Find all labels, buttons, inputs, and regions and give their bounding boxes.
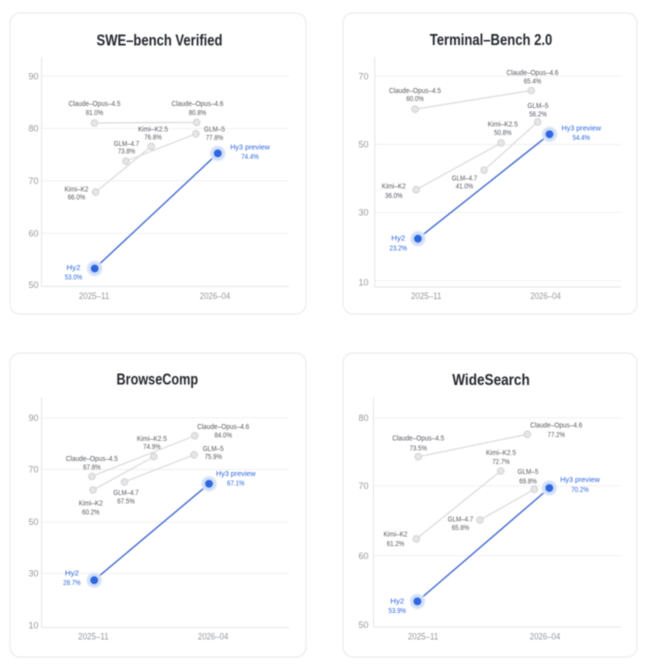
svg-text:Hy2: Hy2 <box>67 265 81 272</box>
svg-text:2026–04: 2026–04 <box>200 291 231 301</box>
svg-text:WideSearch: WideSearch <box>452 372 530 389</box>
svg-text:80: 80 <box>358 413 368 423</box>
svg-text:2025–11: 2025–11 <box>78 631 109 641</box>
svg-text:60.2%: 60.2% <box>82 509 100 516</box>
svg-text:GLM–5: GLM–5 <box>204 126 225 133</box>
svg-text:Claude–Opus–4.6: Claude–Opus–4.6 <box>197 424 249 431</box>
svg-text:50: 50 <box>358 620 368 630</box>
svg-text:72.7%: 72.7% <box>492 459 510 466</box>
svg-text:70: 70 <box>358 481 368 491</box>
svg-text:GLM–4.7: GLM–4.7 <box>114 141 140 148</box>
svg-text:65.8%: 65.8% <box>452 525 470 532</box>
svg-text:80.8%: 80.8% <box>189 110 207 117</box>
svg-text:2025–11: 2025–11 <box>408 631 439 641</box>
svg-text:10: 10 <box>28 621 38 631</box>
svg-text:Kimi–K2.5: Kimi–K2.5 <box>138 126 168 133</box>
svg-text:Kimi–K2: Kimi–K2 <box>79 501 103 508</box>
svg-text:74.4%: 74.4% <box>241 154 259 161</box>
svg-text:30: 30 <box>358 208 368 218</box>
svg-text:50.8%: 50.8% <box>494 130 512 137</box>
svg-text:Claude–Opus–4.5: Claude–Opus–4.5 <box>389 88 441 95</box>
svg-text:GLM–4.7: GLM–4.7 <box>448 517 474 524</box>
svg-text:2026–04: 2026–04 <box>530 631 561 641</box>
svg-text:70.2%: 70.2% <box>571 487 589 494</box>
svg-text:53.9%: 53.9% <box>389 608 407 615</box>
svg-text:61.2%: 61.2% <box>387 541 405 548</box>
svg-text:60.0%: 60.0% <box>406 96 424 103</box>
svg-text:80: 80 <box>28 124 38 134</box>
svg-text:73.5%: 73.5% <box>409 446 427 453</box>
svg-text:81.0%: 81.0% <box>86 110 104 117</box>
svg-text:67.1%: 67.1% <box>227 481 245 488</box>
svg-text:Hy3 preview: Hy3 preview <box>230 145 270 152</box>
svg-text:66.0%: 66.0% <box>68 195 86 202</box>
svg-text:56.2%: 56.2% <box>529 112 547 119</box>
svg-text:Kimi–K2: Kimi–K2 <box>382 183 406 190</box>
svg-text:Kimi–K2.5: Kimi–K2.5 <box>488 122 518 129</box>
svg-text:SWE–bench Verified: SWE–bench Verified <box>97 33 223 50</box>
svg-text:69.8%: 69.8% <box>519 478 537 485</box>
svg-text:Kimi–K2.5: Kimi–K2.5 <box>486 450 516 457</box>
svg-text:41.0%: 41.0% <box>456 184 474 191</box>
svg-text:67.5%: 67.5% <box>117 499 135 506</box>
svg-text:Kimi–K2: Kimi–K2 <box>65 187 89 194</box>
svg-text:2025–11: 2025–11 <box>411 291 442 301</box>
svg-text:Claude–Opus–4.5: Claude–Opus–4.5 <box>392 436 444 443</box>
svg-text:Claude–Opus–4.5: Claude–Opus–4.5 <box>69 101 121 108</box>
svg-text:BrowseComp: BrowseComp <box>117 372 199 389</box>
svg-text:GLM–5: GLM–5 <box>518 469 539 476</box>
svg-text:70: 70 <box>28 465 38 475</box>
svg-text:23.2%: 23.2% <box>390 245 408 252</box>
svg-text:Claude–Opus–4.6: Claude–Opus–4.6 <box>172 101 224 108</box>
svg-text:50: 50 <box>28 517 38 527</box>
svg-text:GLM–4.7: GLM–4.7 <box>113 490 139 497</box>
svg-text:50: 50 <box>28 280 38 290</box>
svg-text:GLM–4.7: GLM–4.7 <box>452 176 478 183</box>
svg-text:76.8%: 76.8% <box>144 135 162 142</box>
svg-text:70: 70 <box>28 176 38 186</box>
svg-text:60: 60 <box>358 551 368 561</box>
svg-text:Kimi–K2: Kimi–K2 <box>384 532 408 539</box>
svg-text:GLM–5: GLM–5 <box>203 446 224 453</box>
svg-text:28.7%: 28.7% <box>63 580 81 587</box>
svg-text:74.9%: 74.9% <box>143 444 161 451</box>
svg-text:67.8%: 67.8% <box>83 465 101 472</box>
svg-text:54.4%: 54.4% <box>573 135 591 142</box>
svg-text:53.0%: 53.0% <box>65 275 83 282</box>
svg-text:50: 50 <box>358 140 368 150</box>
svg-text:Kimi–K2.5: Kimi–K2.5 <box>137 436 167 443</box>
svg-text:Claude–Opus–4.6: Claude–Opus–4.6 <box>507 70 559 77</box>
svg-text:2026–04: 2026–04 <box>530 291 561 301</box>
svg-text:Hy2: Hy2 <box>390 599 404 606</box>
svg-text:Claude–Opus–4.6: Claude–Opus–4.6 <box>530 423 582 430</box>
svg-text:Hy2: Hy2 <box>391 235 405 242</box>
svg-text:GLM–5: GLM–5 <box>528 103 549 110</box>
svg-text:65.4%: 65.4% <box>524 78 542 85</box>
svg-text:Terminal–Bench 2.0: Terminal–Bench 2.0 <box>430 32 553 49</box>
svg-text:84.0%: 84.0% <box>214 432 232 439</box>
svg-text:70: 70 <box>358 71 368 81</box>
svg-text:77.2%: 77.2% <box>548 432 566 439</box>
svg-text:Claude–Opus–4.5: Claude–Opus–4.5 <box>66 456 118 463</box>
svg-text:Hy3 preview: Hy3 preview <box>562 126 602 133</box>
svg-text:2026–04: 2026–04 <box>198 631 229 641</box>
svg-text:77.8%: 77.8% <box>206 135 224 142</box>
svg-text:Hy3 preview: Hy3 preview <box>216 471 256 478</box>
svg-text:10: 10 <box>358 278 368 288</box>
svg-text:30: 30 <box>28 569 38 579</box>
svg-text:90: 90 <box>28 413 38 423</box>
svg-text:73.8%: 73.8% <box>118 149 136 156</box>
svg-text:Hy2: Hy2 <box>65 571 79 578</box>
svg-text:75.9%: 75.9% <box>204 454 222 461</box>
svg-text:2025–11: 2025–11 <box>79 291 110 301</box>
svg-text:60: 60 <box>28 228 38 238</box>
svg-text:36.0%: 36.0% <box>385 193 403 200</box>
svg-text:90: 90 <box>28 71 38 81</box>
svg-text:Hy3 preview: Hy3 preview <box>560 477 600 484</box>
